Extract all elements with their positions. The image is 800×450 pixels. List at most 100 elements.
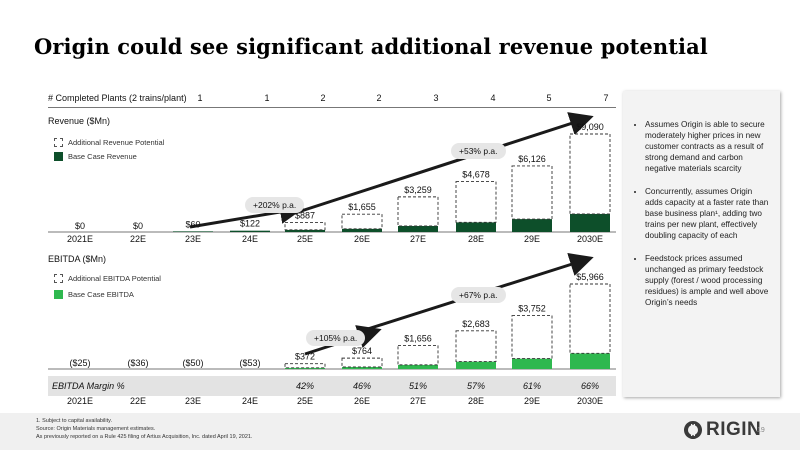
base-bar bbox=[570, 353, 610, 369]
ebitda-legend-potential: Additional EBITDA Potential bbox=[54, 274, 161, 283]
category-label: 27E bbox=[410, 396, 426, 406]
category-label: 24E bbox=[242, 234, 258, 244]
total-value-label: ($25) bbox=[69, 358, 90, 368]
category-label: 28E bbox=[468, 234, 484, 244]
assumptions-list: Assumes Origin is able to secure moderat… bbox=[623, 91, 780, 308]
plants-count: 1 bbox=[264, 93, 270, 103]
margin-value: 66% bbox=[581, 381, 599, 391]
potential-bar bbox=[569, 283, 611, 354]
ebitda-cagr-early: +105% p.a. bbox=[306, 330, 366, 346]
base-bar bbox=[173, 231, 213, 232]
plants-count: 2 bbox=[320, 93, 326, 103]
legend-label: Additional EBITDA Potential bbox=[68, 274, 161, 283]
assumption-item: Feedstock prices assumed unchanged as pr… bbox=[645, 253, 772, 308]
total-value-label: $5,966 bbox=[576, 272, 604, 282]
legend-label: Base Case EBITDA bbox=[68, 290, 134, 299]
footnote: 1. Subject to capital availability. bbox=[36, 418, 113, 424]
category-label: 28E bbox=[468, 396, 484, 406]
total-value-label: $0 bbox=[75, 221, 85, 231]
category-label: 25E bbox=[297, 396, 313, 406]
category-label: 2021E bbox=[67, 234, 93, 244]
base-bar bbox=[456, 222, 496, 232]
ebitda-section-label: EBITDA ($Mn) bbox=[48, 254, 107, 264]
category-label: 29E bbox=[524, 396, 540, 406]
potential-bar bbox=[511, 315, 553, 360]
potential-bar bbox=[511, 165, 553, 220]
origin-logo: RIGIN bbox=[683, 419, 761, 441]
margin-value: 46% bbox=[353, 381, 371, 391]
category-label: 26E bbox=[354, 234, 370, 244]
category-label: 23E bbox=[185, 234, 201, 244]
plants-count: 4 bbox=[490, 93, 496, 103]
revenue-legend-base: Base Case Revenue bbox=[54, 152, 137, 161]
category-label: 23E bbox=[185, 396, 201, 406]
total-value-label: $1,656 bbox=[404, 333, 432, 343]
margin-value: 61% bbox=[523, 381, 541, 391]
margin-value: 42% bbox=[296, 381, 314, 391]
page-number: 19 bbox=[757, 427, 765, 434]
origin-logo-text: RIGIN bbox=[706, 419, 762, 440]
assumption-item: Assumes Origin is able to secure moderat… bbox=[645, 119, 772, 174]
base-bar bbox=[570, 213, 610, 232]
base-bar bbox=[512, 219, 552, 232]
revenue-cagr-early: +202% p.a. bbox=[245, 197, 305, 213]
base-bar bbox=[512, 358, 552, 369]
total-value-label: $0 bbox=[133, 221, 143, 231]
ebitda-cagr-late: +67% p.a. bbox=[451, 287, 506, 303]
legend-swatch-dashed bbox=[54, 138, 63, 147]
base-bar bbox=[398, 225, 438, 232]
total-value-label: ($53) bbox=[239, 358, 260, 368]
total-value-label: $4,678 bbox=[462, 170, 490, 180]
page-title: Origin could see significant additional … bbox=[34, 34, 708, 59]
plants-count: 2 bbox=[376, 93, 382, 103]
potential-bar bbox=[569, 133, 611, 215]
legend-swatch-dashed bbox=[54, 274, 63, 283]
total-value-label: $122 bbox=[240, 219, 260, 229]
divider bbox=[48, 107, 616, 108]
potential-bar bbox=[397, 196, 439, 227]
potential-bar bbox=[455, 330, 497, 363]
category-label: 29E bbox=[524, 234, 540, 244]
revenue-growth-arrow-late bbox=[294, 112, 594, 215]
category-label: 25E bbox=[297, 234, 313, 244]
potential-bar bbox=[284, 221, 326, 231]
total-value-label: $2,683 bbox=[462, 319, 490, 329]
footer: 1. Subject to capital availability. Sour… bbox=[0, 413, 800, 450]
legend-label: Additional Revenue Potential bbox=[68, 138, 165, 147]
legend-swatch-solid bbox=[54, 152, 63, 161]
plants-row: # Completed Plants (2 trains/plant) 1 1 … bbox=[48, 93, 618, 107]
legend-swatch-solid bbox=[54, 290, 63, 299]
category-label: 22E bbox=[130, 234, 146, 244]
base-bar bbox=[342, 367, 382, 369]
plants-row-label: # Completed Plants (2 trains/plant) bbox=[48, 93, 187, 103]
margin-row-label: EBITDA Margin % bbox=[52, 381, 125, 391]
legend-label: Base Case Revenue bbox=[68, 152, 137, 161]
category-label: 2030E bbox=[577, 234, 603, 244]
margin-value: 57% bbox=[467, 381, 485, 391]
base-bar bbox=[285, 229, 325, 232]
revenue-cagr-late: +53% p.a. bbox=[451, 143, 506, 159]
plants-count: 1 bbox=[197, 93, 203, 103]
total-value-label: $887 bbox=[295, 210, 315, 220]
ebitda-margin-row: EBITDA Margin % bbox=[48, 376, 616, 396]
total-value-label: $764 bbox=[352, 346, 372, 356]
category-label: 22E bbox=[130, 396, 146, 406]
category-label: 26E bbox=[354, 396, 370, 406]
category-label: 2021E bbox=[67, 396, 93, 406]
total-value-label: $9,090 bbox=[576, 122, 604, 132]
category-label: 2030E bbox=[577, 396, 603, 406]
category-label: 27E bbox=[410, 234, 426, 244]
base-bar bbox=[230, 230, 270, 232]
base-bar bbox=[342, 228, 382, 232]
footnote: As previously reported on a Rule 425 fil… bbox=[36, 434, 253, 440]
revenue-section-label: Revenue ($Mn) bbox=[48, 116, 111, 126]
potential-bar bbox=[455, 181, 497, 223]
plants-count: 7 bbox=[603, 93, 609, 103]
total-value-label: ($36) bbox=[127, 358, 148, 368]
margin-value: 51% bbox=[409, 381, 427, 391]
base-bar bbox=[285, 367, 325, 369]
base-bar bbox=[456, 361, 496, 369]
ebitda-legend-base: Base Case EBITDA bbox=[54, 290, 134, 299]
plants-count: 5 bbox=[546, 93, 552, 103]
